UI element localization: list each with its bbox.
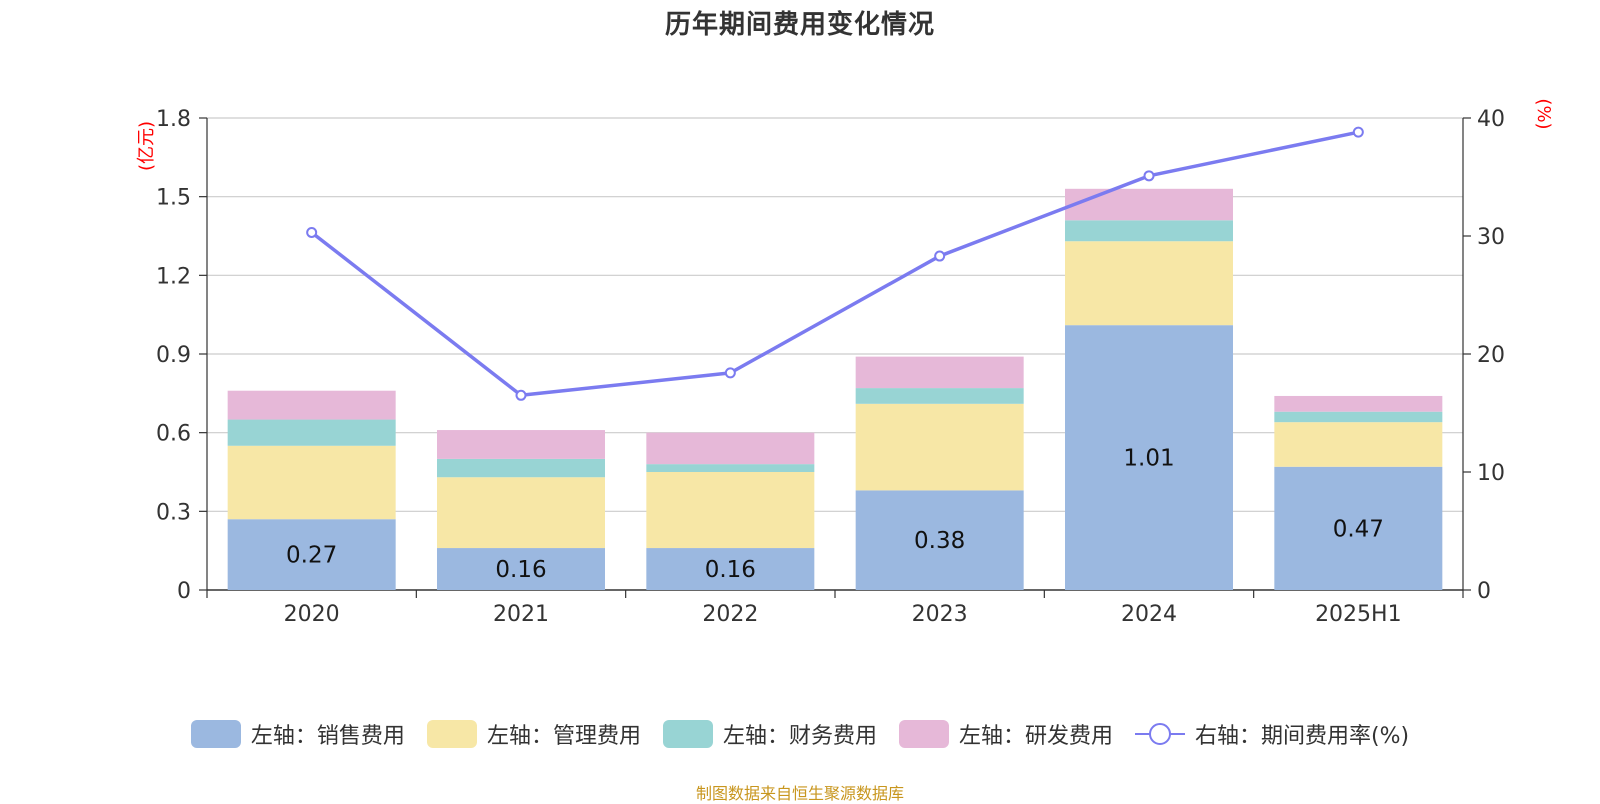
left-axis-unit: (亿元) — [136, 121, 157, 171]
legend-label-sales: 左轴：销售费用 — [250, 724, 405, 749]
expense-rate-point — [306, 226, 318, 238]
x-axis-tick-label: 2024 — [1121, 602, 1177, 627]
expense-rate-point — [724, 367, 736, 379]
legend-swatch-admin — [426, 720, 477, 748]
left-axis-tick-label: 0.3 — [156, 500, 191, 525]
bar-segment-rd — [855, 356, 1024, 389]
left-axis-tick-label: 1.5 — [156, 186, 191, 211]
expense-rate-point — [1352, 126, 1364, 138]
bar-segment-rd — [646, 432, 815, 465]
bar-segment-sales — [227, 519, 396, 590]
bar-segment-rd — [437, 430, 605, 459]
right-axis-tick-label: 0 — [1477, 579, 1491, 604]
legend-swatch-finance — [662, 720, 713, 748]
left-axis-tick-label: 0 — [177, 579, 191, 604]
legend-item-finance[interactable]: 左轴：财务费用 — [662, 718, 877, 750]
bar-segment-sales — [1065, 325, 1233, 590]
x-axis-tick-label: 2022 — [702, 602, 758, 627]
bar-data-label: 0.47 — [1333, 516, 1384, 542]
bar-segment-finance — [437, 458, 605, 478]
expense-rate-point — [1143, 170, 1155, 182]
bar-segment-admin — [437, 477, 605, 549]
bar-segment-finance — [646, 464, 815, 472]
left-axis-tick-label: 1.8 — [156, 107, 191, 132]
bar-segment-finance — [1065, 220, 1233, 242]
bar-data-label: 1.01 — [1123, 446, 1174, 472]
bar-segment-admin — [855, 403, 1024, 491]
source-note: 制图数据来自恒生聚源数据库 — [695, 784, 904, 803]
bar-data-label: 0.16 — [705, 557, 756, 583]
legend-label-expense-rate: 右轴：期间费用率(%) — [1194, 724, 1410, 749]
x-axis-tick-label: 2021 — [493, 602, 549, 627]
bar-segment-admin — [646, 472, 815, 549]
left-axis-tick-label: 1.2 — [156, 264, 191, 289]
right-axis-tick-label: 10 — [1477, 461, 1505, 486]
left-axis-tick-label: 0.6 — [156, 422, 191, 447]
bar-segment-sales — [855, 490, 1024, 590]
legend-swatch-rd — [898, 720, 949, 748]
bar-data-label: 0.38 — [914, 528, 965, 554]
legend-item-sales[interactable]: 左轴：销售费用 — [190, 718, 405, 750]
legend-item-expense-rate[interactable]: 右轴：期间费用率(%) — [1134, 718, 1410, 750]
bar-segment-admin — [1274, 422, 1443, 467]
bar-segment-sales — [646, 548, 815, 590]
legend: 左轴：销售费用 左轴：管理费用 左轴：财务费用 左轴：研发费用 右轴：期间费用率… — [0, 718, 1600, 750]
x-axis-tick-label: 2025H1 — [1315, 602, 1402, 627]
expense-rate-point — [515, 389, 527, 401]
bar-segment-admin — [227, 445, 396, 520]
legend-item-admin[interactable]: 左轴：管理费用 — [426, 718, 641, 750]
bar-segment-sales — [1274, 466, 1443, 590]
right-axis-tick-label: 30 — [1477, 225, 1505, 250]
bar-segment-finance — [855, 388, 1024, 404]
bar-segment-admin — [1065, 241, 1233, 326]
expense-rate-line — [310, 130, 1359, 398]
x-axis-tick-label: 2020 — [284, 602, 340, 627]
bar-data-label: 0.16 — [495, 557, 546, 583]
legend-label-finance: 左轴：财务费用 — [722, 724, 877, 749]
bar-segment-finance — [227, 419, 396, 446]
legend-swatch-sales — [190, 720, 241, 748]
legend-item-rd[interactable]: 左轴：研发费用 — [898, 718, 1113, 750]
right-axis-tick-label: 40 — [1477, 107, 1505, 132]
bar-segment-rd — [1274, 395, 1443, 412]
bar-segment-finance — [1274, 411, 1443, 423]
right-axis-unit: (%) — [1533, 98, 1554, 129]
bar-data-label: 0.27 — [286, 543, 337, 569]
chart-title: 历年期间费用变化情况 — [664, 10, 935, 40]
bar-segment-sales — [437, 548, 605, 590]
bar-segment-rd — [227, 390, 396, 420]
legend-line-marker-icon — [1134, 723, 1185, 745]
bar-segment-rd — [1065, 188, 1233, 221]
legend-label-rd: 左轴：研发费用 — [958, 724, 1113, 749]
legend-label-admin: 左轴：管理费用 — [486, 724, 641, 749]
expense-rate-point — [934, 250, 946, 262]
left-axis-tick-label: 0.9 — [156, 343, 191, 368]
right-axis-tick-label: 20 — [1477, 343, 1505, 368]
x-axis-tick-label: 2023 — [912, 602, 968, 627]
